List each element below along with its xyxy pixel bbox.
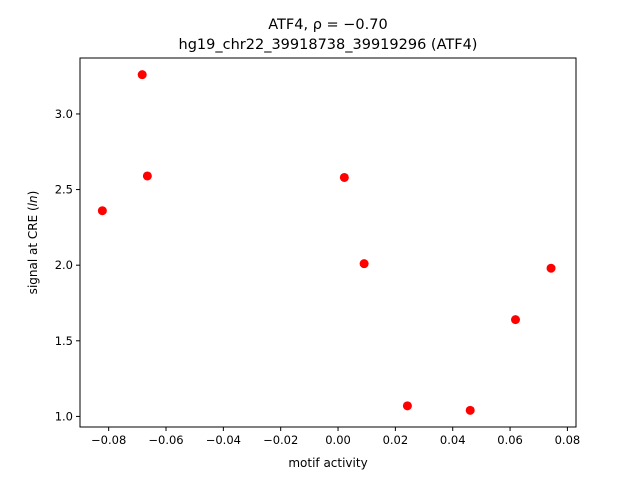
data-point xyxy=(97,206,107,216)
data-points xyxy=(97,70,556,415)
y-axis-label-prefix: signal at CRE ( xyxy=(26,206,40,294)
y-axis-ticks: 1.0 1.5 2.0 2.5 3.0 xyxy=(55,107,80,423)
data-point xyxy=(359,259,369,269)
y-axis-label-suffix: ) xyxy=(26,191,40,196)
x-axis-ticks: −0.08 −0.06 −0.04 −0.02 0.00 0.02 0.04 0.06 0.08 xyxy=(91,427,580,447)
y-tick-label: 1.5 xyxy=(55,334,73,348)
y-axis-label: signal at CRE (ln) xyxy=(26,191,40,295)
data-point xyxy=(402,401,412,411)
x-tick-label: 0.08 xyxy=(555,433,581,447)
x-tick-label: 0.02 xyxy=(383,433,409,447)
x-axis-label: motif activity xyxy=(288,456,367,470)
data-point xyxy=(511,315,521,325)
x-tick-label: −0.04 xyxy=(206,433,241,447)
y-tick-label: 2.0 xyxy=(55,258,73,272)
data-point xyxy=(465,405,475,415)
chart-title-line2: hg19_chr22_39918738_39919296 (ATF4) xyxy=(179,37,478,53)
x-tick-label: 0.04 xyxy=(440,433,466,447)
data-point xyxy=(339,172,349,182)
y-tick-label: 2.5 xyxy=(55,183,73,197)
data-point xyxy=(142,171,152,181)
y-axis-label-italic: ln xyxy=(26,195,40,206)
plot-frame xyxy=(79,57,577,428)
x-tick-label: −0.06 xyxy=(148,433,183,447)
y-tick-label: 3.0 xyxy=(55,107,73,121)
x-tick-label: 0.06 xyxy=(497,433,523,447)
x-tick-label: 0.00 xyxy=(325,433,351,447)
data-point xyxy=(546,263,556,273)
x-tick-label: −0.02 xyxy=(263,433,298,447)
chart-title-line1: ATF4, ρ = −0.70 xyxy=(268,17,387,33)
data-point xyxy=(137,70,147,80)
x-tick-label: −0.08 xyxy=(91,433,126,447)
y-tick-label: 1.0 xyxy=(55,409,73,423)
